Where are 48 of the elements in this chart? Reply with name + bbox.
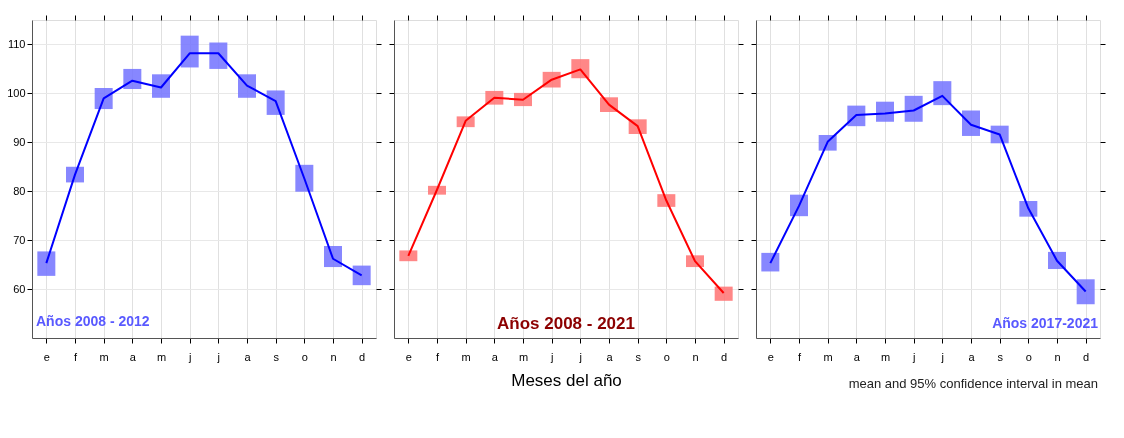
x-tick-label: f xyxy=(797,350,802,363)
x-tick-label: j xyxy=(187,350,192,363)
x-tick-label: m xyxy=(156,350,167,363)
x-tick-label: d xyxy=(359,350,366,363)
x-tick-label: n xyxy=(330,350,337,363)
x-tick-label: d xyxy=(1083,350,1090,363)
x-tick-label: n xyxy=(1054,350,1061,363)
x-tick-label: n xyxy=(692,350,699,363)
x-tick-label: a xyxy=(968,350,976,363)
x-tick-label: f xyxy=(73,350,78,363)
x-tick-label: m xyxy=(880,350,891,363)
x-tick-label: e xyxy=(405,350,412,363)
x-tick-label: s xyxy=(997,350,1004,363)
x-tick-label: s xyxy=(635,350,642,363)
x-tick-label: o xyxy=(663,350,670,363)
x-tick-label: j xyxy=(216,350,221,363)
x-tick-label: e xyxy=(767,350,774,363)
y-tick-label: 110 xyxy=(7,37,26,50)
y-tick-label: 70 xyxy=(13,233,26,246)
x-axis-title: Meses del año xyxy=(511,370,622,390)
y-tick-label: 100 xyxy=(7,86,26,99)
y-tick-label: 90 xyxy=(13,135,26,148)
x-tick-label: s xyxy=(273,350,280,363)
y-tick-label: 60 xyxy=(13,282,26,295)
y-tick-label: 80 xyxy=(13,184,26,197)
x-tick-label: a xyxy=(129,350,137,363)
x-tick-label: j xyxy=(578,350,583,363)
annotation: Años 2008 - 2021 xyxy=(497,314,635,333)
x-tick-label: a xyxy=(853,350,861,363)
x-tick-label: a xyxy=(606,350,614,363)
annotation: Años 2008 - 2012 xyxy=(36,313,150,329)
x-tick-label: j xyxy=(940,350,945,363)
x-tick-label: m xyxy=(823,350,833,363)
x-tick-label: f xyxy=(435,350,440,363)
line-series xyxy=(45,52,363,277)
x-tick-label: d xyxy=(721,350,728,363)
text: mean and 95% confidence interval in mean xyxy=(848,376,1098,391)
x-tick-label: m xyxy=(99,350,109,363)
annotation: Años 2017-2021 xyxy=(992,315,1099,331)
x-tick-label: o xyxy=(1025,350,1032,363)
x-tick-label: e xyxy=(43,350,50,363)
x-tick-label: o xyxy=(301,350,308,363)
x-tick-label: a xyxy=(491,350,499,363)
x-tick-label: m xyxy=(518,350,529,363)
x-tick-label: j xyxy=(911,350,916,363)
x-tick-label: m xyxy=(461,350,471,363)
x-tick-label: j xyxy=(549,350,554,363)
x-tick-label: a xyxy=(244,350,252,363)
